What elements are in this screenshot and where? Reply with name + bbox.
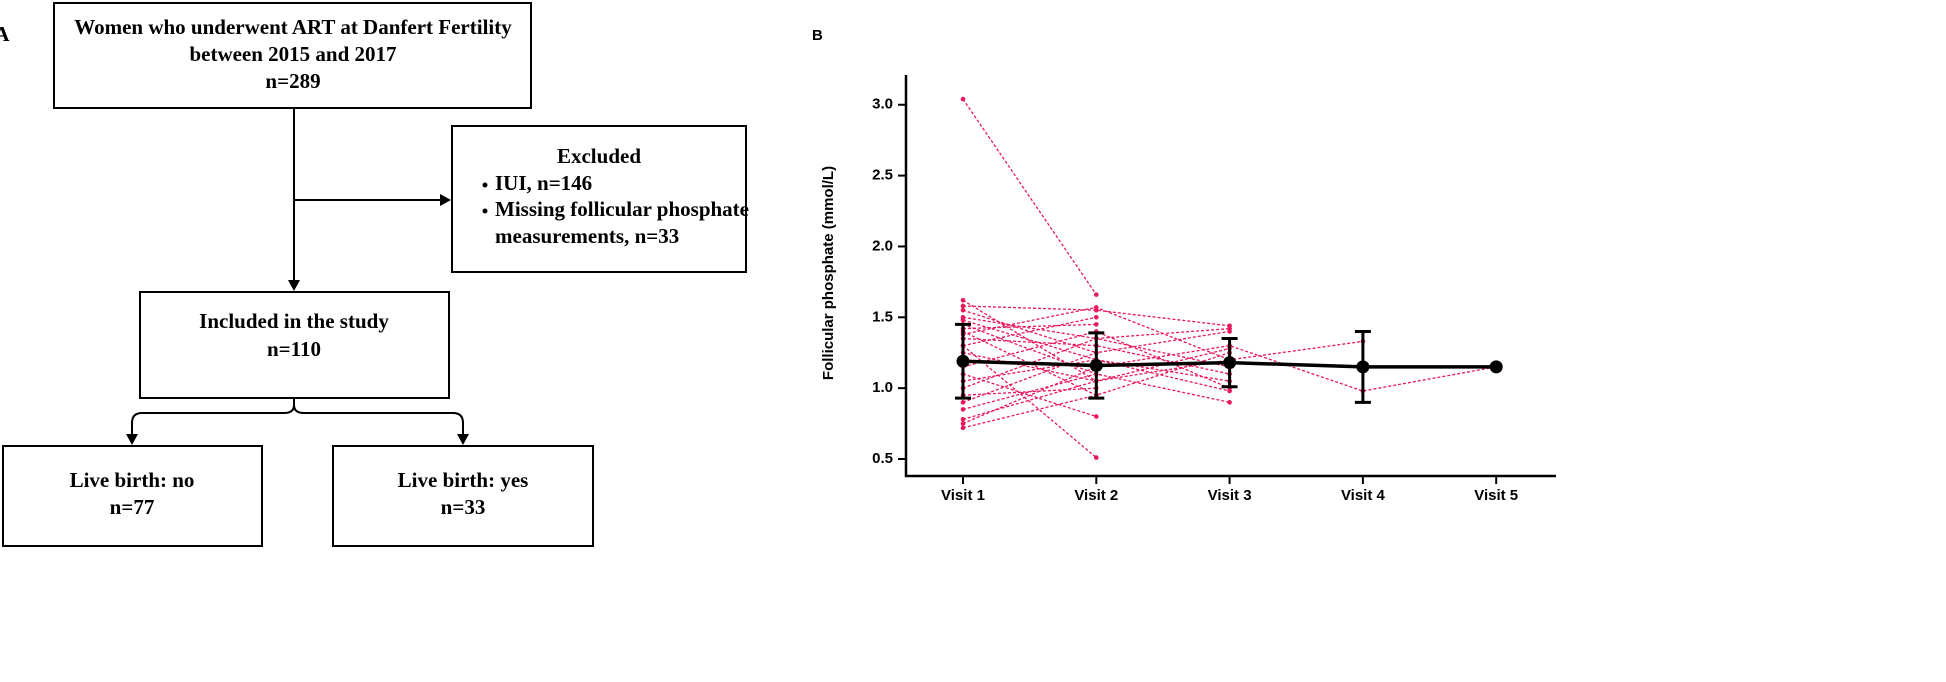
x-tick-label: Visit 2 bbox=[1074, 487, 1118, 504]
mean-point bbox=[1489, 360, 1503, 374]
individual-line bbox=[962, 373, 1097, 411]
box bbox=[53, 2, 532, 109]
node-item: IUI, n=146 bbox=[495, 171, 592, 195]
individual-point bbox=[1094, 315, 1099, 320]
individual-point bbox=[1094, 455, 1099, 460]
individual-point bbox=[960, 421, 966, 426]
individual-point bbox=[1227, 400, 1232, 405]
panel-label: B bbox=[812, 27, 823, 44]
y-tick-label: 3.0 bbox=[872, 96, 893, 113]
individual-point bbox=[1094, 414, 1099, 419]
individual-point bbox=[1227, 388, 1232, 394]
box bbox=[2, 445, 263, 547]
individual-line bbox=[962, 299, 1097, 382]
individual-point bbox=[960, 317, 966, 323]
individual-line bbox=[962, 305, 1230, 327]
y-axis-label: Follicular phosphate (mmol/L) bbox=[820, 166, 837, 380]
individual-point bbox=[960, 425, 966, 431]
box bbox=[332, 445, 594, 547]
individual-point bbox=[960, 307, 966, 313]
individual-line bbox=[962, 309, 1097, 354]
mean-point bbox=[956, 354, 970, 368]
node-text: n=77 bbox=[110, 495, 155, 519]
individual-line bbox=[962, 347, 1230, 420]
y-tick-label: 1.5 bbox=[872, 308, 893, 325]
x-tick-label: Visit 3 bbox=[1208, 487, 1252, 504]
individual-line bbox=[962, 345, 1097, 459]
node-item: Missing follicular phosphate bbox=[495, 197, 749, 221]
node-text: n=33 bbox=[441, 495, 486, 519]
individual-point bbox=[1227, 329, 1232, 334]
axes bbox=[904, 75, 1556, 478]
node-text: Live birth: yes bbox=[398, 468, 529, 492]
individual-line bbox=[962, 373, 1097, 418]
flowchart: A Women who underwent ART at Danfert Fer… bbox=[0, 2, 749, 547]
individual-point bbox=[960, 297, 966, 303]
connector bbox=[131, 108, 464, 442]
mean-point bbox=[1089, 358, 1103, 372]
individual-point bbox=[960, 400, 966, 405]
box bbox=[139, 291, 450, 399]
individual-line bbox=[962, 366, 1097, 425]
individual-line bbox=[962, 98, 1097, 295]
individual-line bbox=[962, 387, 1097, 396]
node-title: Excluded bbox=[557, 144, 641, 168]
individual-line bbox=[962, 394, 1097, 429]
individual-point bbox=[960, 417, 966, 422]
individual-line bbox=[962, 316, 1097, 347]
y-tick-label: 1.0 bbox=[872, 379, 893, 396]
bullet bbox=[482, 208, 488, 214]
node-text: Included in the study bbox=[199, 309, 389, 333]
mean-point bbox=[1356, 360, 1370, 374]
x-tick-label: Visit 4 bbox=[1341, 487, 1386, 504]
individual-line bbox=[962, 319, 1230, 392]
individual-point bbox=[960, 407, 966, 412]
mean-point bbox=[1223, 356, 1237, 370]
individual-line bbox=[962, 323, 1097, 330]
node-text: Live birth: no bbox=[70, 468, 195, 492]
individual-point bbox=[1094, 305, 1099, 310]
panel-label: A bbox=[0, 22, 10, 46]
y-tick-label: 2.5 bbox=[872, 167, 893, 184]
individual-point bbox=[1094, 322, 1099, 327]
individual-point bbox=[1094, 292, 1099, 297]
x-tick-label: Visit 5 bbox=[1474, 487, 1518, 504]
node-item: measurements, n=33 bbox=[495, 224, 679, 248]
node-text: Women who underwent ART at Danfert Ferti… bbox=[74, 15, 512, 39]
individual-point bbox=[960, 303, 966, 309]
individual-point bbox=[960, 96, 966, 102]
y-tick-label: 2.0 bbox=[872, 237, 893, 254]
node-text: n=289 bbox=[265, 69, 320, 93]
x-tick-label: Visit 1 bbox=[941, 487, 985, 504]
y-tick-label: 0.5 bbox=[872, 450, 893, 467]
node-text: between 2015 and 2017 bbox=[189, 42, 396, 66]
chart: B Follicular phosphate (mmol/L) 0.5 1.0 1.… bbox=[812, 27, 1556, 504]
box bbox=[451, 125, 747, 273]
bullet bbox=[482, 182, 488, 188]
node-text: n=110 bbox=[267, 337, 321, 361]
